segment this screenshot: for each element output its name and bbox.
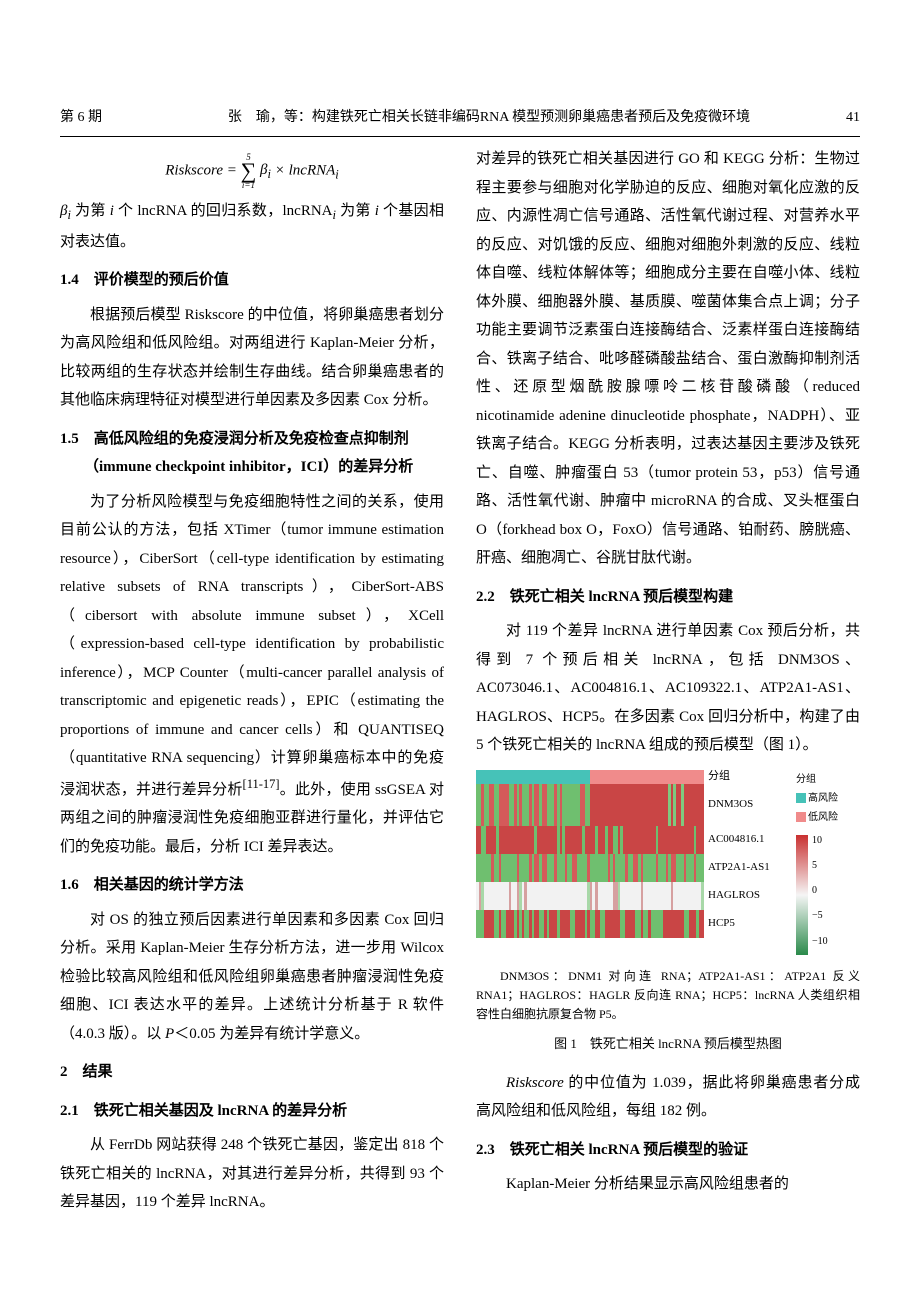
section-2-1-heading: 2.1 铁死亡相关基因及 lncRNA 的差异分析	[60, 1097, 444, 1126]
heatmap-row	[476, 910, 704, 938]
section-1-4-body: 根据预后模型 Riskscore 的中位值，将卵巢癌患者划分为高风险组和低风险组…	[60, 301, 444, 415]
heatmap-row-label: AC004816.1	[708, 826, 790, 854]
section-2-1-body: 从 FerrDb 网站获得 248 个铁死亡基因，鉴定出 818 个铁死亡相关的…	[60, 1131, 444, 1217]
figure-1: 分组DNM3OSAC004816.1ATP2A1-AS1HAGLROSHCP5 …	[476, 770, 860, 1057]
legend-low-label: 低风险	[808, 812, 838, 823]
heatmap-group-label: 分组	[708, 770, 790, 784]
riskscore-formula: Riskscore = 5 ∑ i=1 βi × lncRNAi	[60, 153, 444, 189]
section-2-2-heading: 2.2 铁死亡相关 lncRNA 预后模型构建	[476, 583, 860, 612]
heatmap-row	[476, 784, 704, 826]
section-1-4-heading: 1.4 评价模型的预后价值	[60, 266, 444, 295]
heatmap-row-label: ATP2A1-AS1	[708, 854, 790, 882]
header-title: 张 瑜，等：构建铁死亡相关长链非编码RNA 模型预测卵巢癌患者预后及免疫微环境	[102, 105, 846, 132]
section-2-3-heading: 2.3 铁死亡相关 lncRNA 预后模型的验证	[476, 1136, 860, 1165]
heatmap: 分组DNM3OSAC004816.1ATP2A1-AS1HAGLROSHCP5 …	[476, 770, 860, 959]
colorbar-tick: −5	[812, 906, 828, 925]
section-2-2-body: 对 119 个差异 lncRNA 进行单因素 Cox 预后分析，共得到 7 个预…	[476, 617, 860, 760]
header-issue: 第 6 期	[60, 105, 102, 132]
colorbar-tick: 10	[812, 831, 828, 850]
section-1-6-heading: 1.6 相关基因的统计学方法	[60, 871, 444, 900]
right-top-paragraph: 对差异的铁死亡相关基因进行 GO 和 KEGG 分析：生物过程主要参与细胞对化学…	[476, 145, 860, 573]
formula-note: βi 为第 i 个 lncRNA 的回归系数，lncRNAi 为第 i 个基因相…	[60, 197, 444, 256]
colorbar-tick: −10	[812, 932, 828, 951]
colorbar	[796, 835, 808, 955]
legend-high-swatch	[796, 793, 806, 803]
heatmap-row-label: HAGLROS	[708, 882, 790, 910]
heatmap-row-label: HCP5	[708, 910, 790, 938]
left-column: Riskscore = 5 ∑ i=1 βi × lncRNAi βi 为第 i…	[60, 145, 444, 1217]
figure-1-caption: 图 1 铁死亡相关 lncRNA 预后模型热图	[476, 1032, 860, 1057]
colorbar-tick: 0	[812, 881, 828, 900]
heatmap-row	[476, 826, 704, 854]
heatmap-group-bar	[476, 770, 704, 784]
section-2-3-body: Kaplan-Meier 分析结果显示高风险组患者的	[476, 1170, 860, 1199]
section-2-heading: 2 结果	[60, 1058, 444, 1087]
heatmap-row	[476, 882, 704, 910]
section-1-5-body: 为了分析风险模型与免疫细胞特性之间的关系，使用目前公认的方法，包括 XTimer…	[60, 488, 444, 862]
legend-low-swatch	[796, 812, 806, 822]
heatmap-row	[476, 854, 704, 882]
legend-title: 分组	[796, 770, 860, 789]
colorbar-tick: 5	[812, 856, 828, 875]
section-1-6-body: 对 OS 的独立预后因素进行单因素和多因素 Cox 回归分析。采用 Kaplan…	[60, 906, 444, 1049]
right-column: 对差异的铁死亡相关基因进行 GO 和 KEGG 分析：生物过程主要参与细胞对化学…	[476, 145, 860, 1217]
legend-high-label: 高风险	[808, 793, 838, 804]
figure-1-note: DNM3OS：DNM1 对向连 RNA；ATP2A1-AS1：ATP2A1 反义…	[476, 967, 860, 1025]
page-header: 第 6 期 张 瑜，等：构建铁死亡相关长链非编码RNA 模型预测卵巢癌患者预后及…	[60, 105, 860, 137]
riskscore-median-paragraph: Riskscore 的中位值为 1.039，据此将卵巢癌患者分成高风险组和低风险…	[476, 1069, 860, 1126]
heatmap-row-label: DNM3OS	[708, 784, 790, 826]
header-page: 41	[846, 105, 860, 132]
section-1-5-heading: 1.5 高低风险组的免疫浸润分析及免疫检查点抑制剂（immune checkpo…	[60, 425, 444, 482]
